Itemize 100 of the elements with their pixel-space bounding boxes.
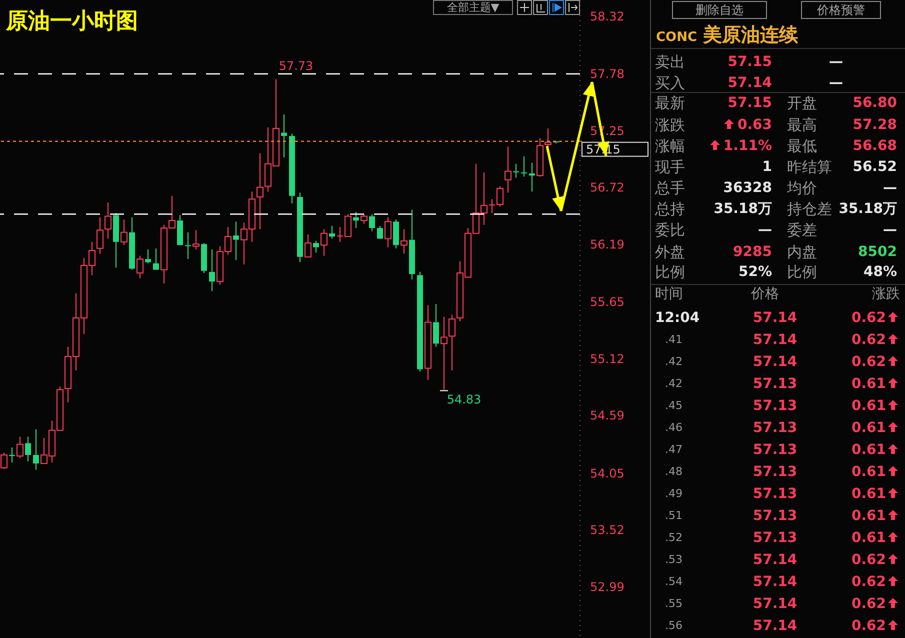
text: 57.14 — [752, 332, 798, 348]
text: 56.80 — [852, 95, 897, 111]
text: 36328 — [723, 180, 772, 196]
candlestick — [513, 163, 519, 178]
text: 内盘 — [787, 243, 817, 261]
text: 最高 — [787, 116, 817, 134]
text: 总手 — [655, 179, 685, 197]
text: 0.61 — [851, 464, 886, 480]
text: 57.14 — [752, 574, 798, 590]
text: 57.13 — [752, 376, 798, 392]
candlestick — [504, 146, 512, 194]
candlestick — [440, 316, 448, 390]
y-tick-label: 52.99 — [590, 580, 624, 594]
text: 涨跌 — [655, 116, 685, 134]
text: 12:04 — [655, 310, 700, 326]
text: .55 — [665, 597, 682, 610]
y-tick-label: 55.65 — [590, 295, 624, 310]
candlestick — [409, 209, 415, 280]
candlestick — [129, 216, 135, 270]
text: 0.61 — [851, 486, 886, 502]
text: 57.15 — [728, 54, 772, 70]
text: 57.13 — [752, 420, 798, 436]
candlestick — [400, 228, 408, 254]
text: 57.14 — [728, 75, 772, 91]
candlestick — [192, 230, 200, 250]
text: 委比 — [655, 221, 685, 239]
text: 0.62 — [851, 574, 886, 590]
text: 57.13 — [752, 508, 798, 524]
candlestick — [320, 228, 328, 256]
text: 0.62 — [851, 332, 886, 348]
text: 0.61 — [851, 376, 886, 392]
text: 现手 — [655, 158, 685, 176]
annotation: 54.83 — [446, 392, 482, 407]
text: .42 — [665, 355, 682, 368]
text: 0.62 — [851, 618, 886, 634]
text: — — [829, 54, 843, 70]
text: 0.62 — [851, 596, 886, 612]
text: 8502 — [858, 244, 897, 260]
text: 57.15 — [728, 95, 772, 111]
text: 48% — [863, 264, 897, 280]
text: 卖出 — [655, 53, 685, 71]
text: .48 — [665, 465, 682, 478]
text: 总持 — [655, 200, 685, 218]
candlestick — [209, 248, 215, 292]
text: CONC 美原油连续 — [656, 24, 798, 46]
text: 删除自选 — [672, 1, 767, 19]
candlestick — [145, 248, 151, 264]
text: 0.62 — [851, 354, 886, 370]
text: 比例 — [787, 263, 817, 281]
annotation: 全部主题▼ — [433, 0, 513, 15]
annotation: 57.73 — [278, 59, 314, 74]
text: — — [883, 180, 897, 196]
text: .49 — [665, 487, 682, 500]
candlestick — [281, 114, 287, 158]
text: 价格预警 — [801, 1, 881, 19]
candlestick — [233, 221, 239, 261]
candlestick — [521, 156, 527, 178]
y-tick-label: 56.72 — [590, 180, 624, 195]
text: 0.62 — [851, 310, 886, 326]
text: 时间 — [655, 286, 683, 302]
text: 持仓差 — [787, 200, 832, 218]
text: 57.14 — [752, 618, 798, 634]
text: 35.18万 — [714, 201, 772, 217]
text: 57.28 — [852, 117, 897, 133]
text: .46 — [665, 421, 682, 434]
y-tick-label: 54.59 — [590, 408, 624, 423]
y-tick-label: 54.05 — [590, 466, 624, 480]
text: 买入 — [655, 74, 685, 92]
text: .42 — [665, 377, 682, 390]
text: 开盘 — [787, 94, 817, 112]
text: 最新 — [655, 94, 685, 112]
text: .53 — [665, 553, 682, 566]
candlestick — [433, 304, 439, 348]
text: 56.68 — [852, 138, 897, 154]
candlestick — [256, 152, 264, 230]
text: 0.61 — [851, 420, 886, 436]
candlestick — [529, 162, 535, 192]
text: 57.13 — [752, 530, 798, 546]
y-tick-label: 56.19 — [590, 237, 624, 252]
text: 0.61 — [851, 442, 886, 458]
text: 9285 — [733, 244, 772, 260]
text: .52 — [665, 531, 682, 544]
text: 0.61 — [851, 398, 886, 414]
text: 1 — [762, 159, 772, 175]
candlestick — [33, 428, 39, 470]
text: 0.63 — [737, 117, 772, 133]
text: 涨幅 — [655, 137, 685, 155]
text: .41 — [665, 333, 682, 346]
text: 比例 — [655, 263, 685, 281]
text: 57.13 — [752, 486, 798, 502]
text: 57.14 — [752, 596, 798, 612]
text: 涨跌 — [872, 286, 900, 302]
text: .56 — [665, 619, 682, 632]
text: 委差 — [787, 221, 817, 239]
text: 昨结算 — [787, 158, 832, 176]
text: 52% — [738, 264, 772, 280]
text: 外盘 — [655, 243, 685, 261]
y-tick-label: 58.32 — [590, 9, 624, 24]
text: 0.61 — [851, 508, 886, 524]
text: 0.62 — [851, 552, 886, 568]
